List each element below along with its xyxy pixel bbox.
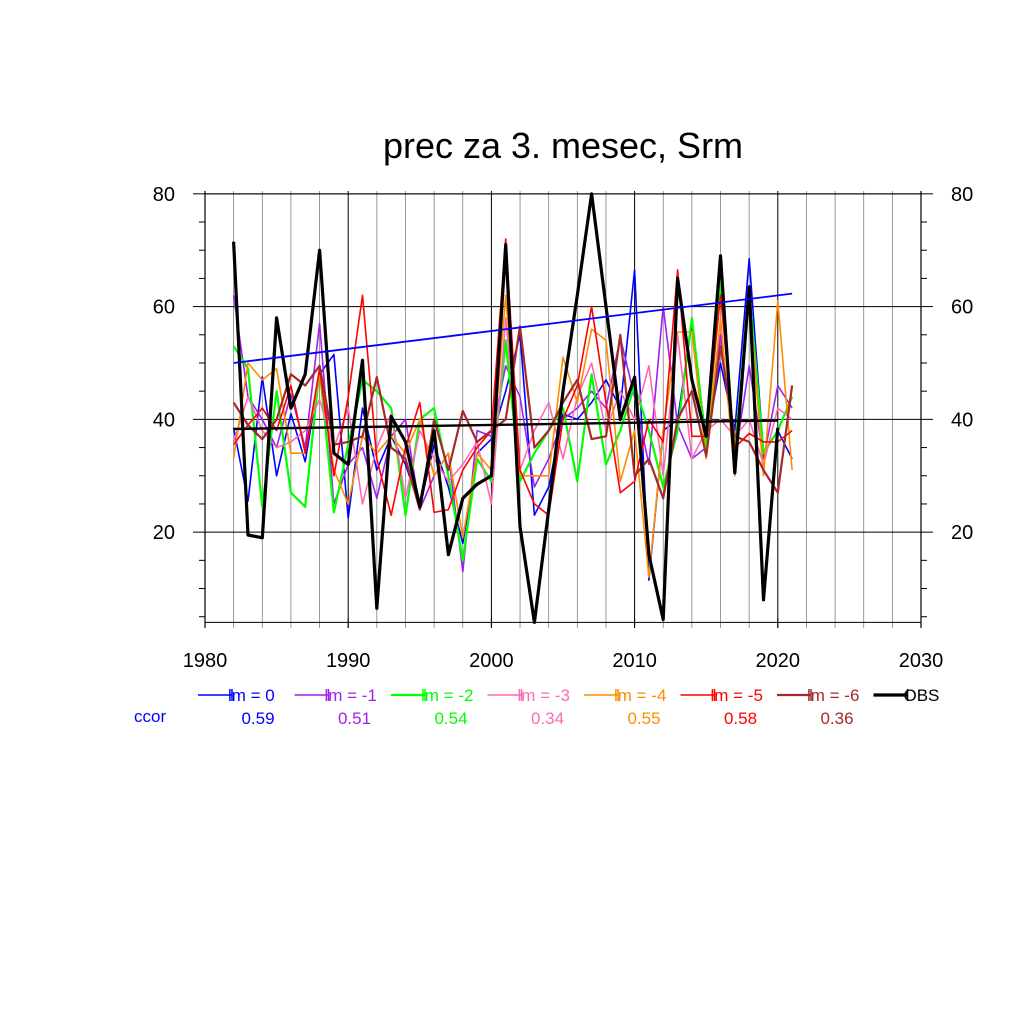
y-tick-label-right: 60 (951, 297, 973, 319)
ccor-value: 0.55 (627, 709, 660, 728)
ccor-value: 0.58 (724, 709, 757, 728)
ccor-value: 0.59 (241, 709, 274, 728)
legend-label: OBS (904, 686, 940, 705)
ccor-value: 0.34 (531, 709, 564, 728)
legend-label: lm = -6 (807, 686, 859, 705)
x-tick-label: 2030 (899, 650, 944, 672)
legend-label: lm = -5 (711, 686, 763, 705)
series-lines (232, 192, 794, 624)
ccor-label: ccor (134, 707, 166, 726)
x-tick-label: 2010 (612, 650, 657, 672)
x-tick-label: 2000 (469, 650, 514, 672)
chart-title: prec za 3. mesec, Srm (383, 125, 743, 166)
y-tick-label-left: 20 (153, 522, 175, 544)
legend-label: lm = -2 (421, 686, 473, 705)
legend-label: lm = -1 (325, 686, 377, 705)
trend-line (233, 419, 778, 431)
legend-label: lm = 0 (228, 686, 275, 705)
grid (205, 191, 921, 628)
y-tick-label-left: 80 (153, 184, 175, 206)
y-tick-label-right: 40 (951, 409, 973, 431)
y-tick-label-right: 80 (951, 184, 973, 206)
ccor-value: 0.54 (434, 709, 467, 728)
ccor-value: 0.36 (820, 709, 853, 728)
x-tick-label: 1980 (183, 650, 228, 672)
series-line-obs (232, 192, 780, 624)
ccor-value: 0.51 (338, 709, 371, 728)
legend: lm = 0 0.59 lm = -1 0.51 lm = -2 0.54 lm = -3 0… (134, 686, 939, 728)
legend-label: lm = -4 (614, 686, 666, 705)
legend-label: lm = -3 (518, 686, 570, 705)
x-tick-label: 1990 (326, 650, 371, 672)
y-tick-label-right: 20 (951, 522, 973, 544)
trend-line (233, 292, 793, 364)
y-tick-label-left: 40 (153, 409, 175, 431)
y-tick-label-left: 60 (153, 297, 175, 319)
x-tick-label: 2020 (756, 650, 801, 672)
